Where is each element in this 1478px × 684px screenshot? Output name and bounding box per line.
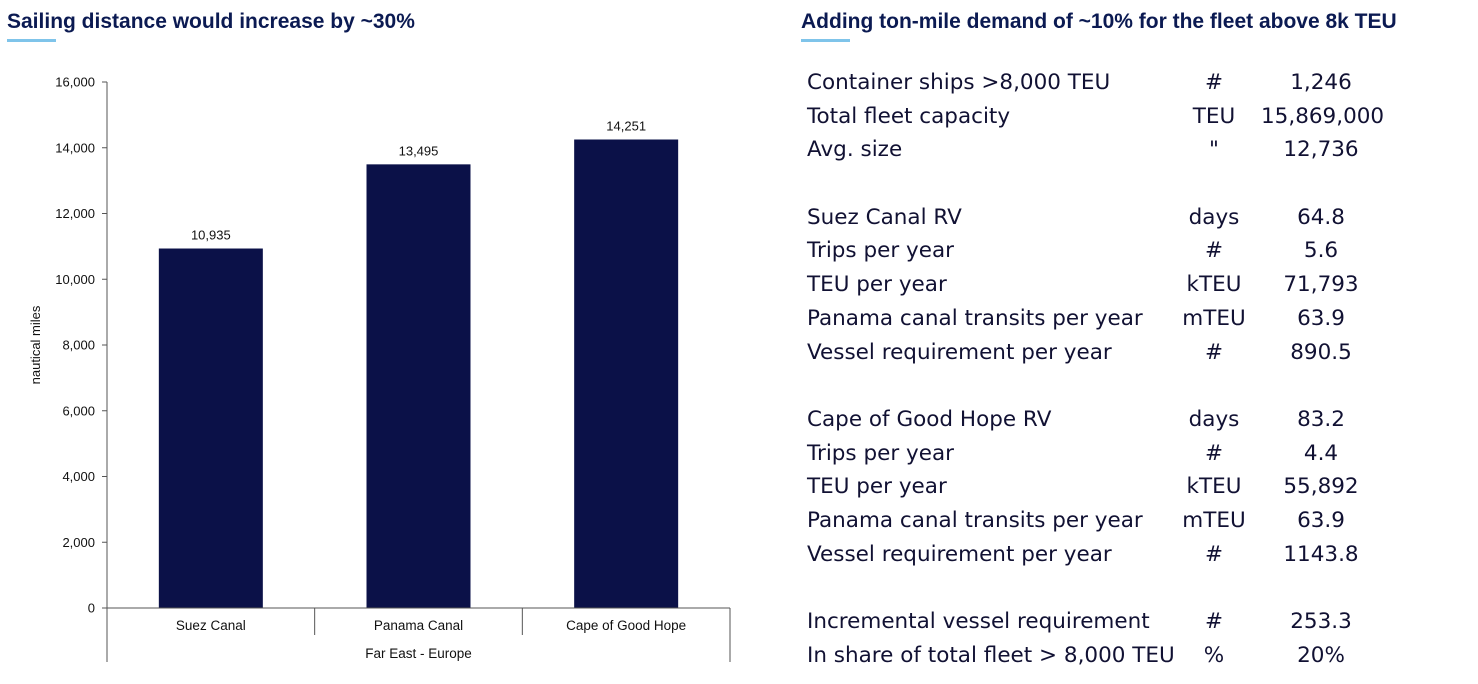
row-label: Trips per year	[807, 238, 954, 264]
row-unit: TEU	[1192, 103, 1236, 129]
y-tick-label: 12,000	[55, 206, 95, 221]
table-row: Avg. size " 12,736	[807, 133, 1427, 167]
x-category-label: Suez Canal	[176, 618, 246, 633]
table-row: Panama canal transits per year mTEU 63.9	[807, 302, 1427, 336]
bar-panama-canal	[366, 164, 471, 608]
chart-title: Sailing distance would increase by ~30%	[7, 10, 415, 33]
table-title: Adding ton-mile demand of ~10% for the f…	[801, 10, 1397, 33]
row-unit: days	[1188, 406, 1240, 432]
row-value: 63.9	[1297, 507, 1345, 533]
row-unit: kTEU	[1186, 272, 1242, 298]
table-row: Vessel requirement per year #1143.8	[807, 538, 1427, 572]
row-value: 4.4	[1303, 440, 1339, 466]
row-unit: #	[1204, 609, 1223, 634]
y-tick-label: 6,000	[62, 403, 95, 418]
row-label: Trips per year	[807, 440, 954, 466]
group-spacer	[807, 369, 1427, 403]
row-value: 890.5	[1290, 339, 1352, 365]
row-label: Incremental vessel requirement	[807, 609, 1150, 634]
table-row: Total fleet capacity TEU 15,869,000	[807, 100, 1427, 134]
chart-title-accent	[7, 39, 56, 42]
row-unit: %	[1203, 642, 1225, 668]
table-row: TEU per year kTEU 55,892	[807, 470, 1427, 504]
x-group-label: Far East - Europe	[365, 646, 472, 661]
table-row: Trips per year #4.4	[807, 437, 1427, 471]
row-unit: #	[1204, 339, 1223, 365]
table-title-accent	[801, 39, 850, 42]
group-spacer	[807, 571, 1427, 605]
row-label: Container ships >8,000 TEU	[807, 70, 1111, 95]
table-row: Panama canal transits per year mTEU 63.9	[807, 504, 1427, 538]
row-unit: days	[1188, 204, 1240, 230]
row-label: Vessel requirement per year	[807, 339, 1112, 365]
row-unit: #	[1204, 440, 1223, 466]
row-label: TEU per year	[807, 474, 947, 500]
table-row: Container ships >8,000 TEU #1,246	[807, 66, 1427, 100]
table-row: Cape of Good Hope RV days 83.2	[807, 403, 1427, 437]
table-row: Incremental vessel requirement #253.3	[807, 605, 1427, 639]
row-unit: kTEU	[1186, 474, 1242, 500]
row-unit: mTEU	[1182, 305, 1246, 331]
row-label: Vessel requirement per year	[807, 541, 1112, 567]
row-label: In share of total fleet > 8,000 TEU	[807, 642, 1175, 668]
bar-chart: 0 2,000 4,000 6,000 8,000 10,000 12,000 14,000 1…	[28, 75, 731, 662]
row-unit: #	[1204, 541, 1223, 567]
x-category-label: Cape of Good Hope	[566, 618, 686, 633]
row-unit: #	[1204, 238, 1223, 264]
row-value: 12,736	[1283, 137, 1359, 163]
table-row: TEU per year kTEU 71,793	[807, 268, 1427, 302]
table-row: In share of total fleet > 8,000 TEU% 20%	[807, 639, 1427, 673]
table-row: Vessel requirement per year #890.5	[807, 336, 1427, 370]
table-row: Suez Canal RV days 64.8	[807, 201, 1427, 235]
row-value: 1143.8	[1283, 541, 1359, 567]
bar-suez-canal	[158, 248, 263, 608]
row-value: 55,892	[1283, 474, 1359, 500]
y-tick-label: 4,000	[62, 469, 95, 484]
y-tick-label: 8,000	[62, 338, 95, 353]
y-tick-label: 16,000	[55, 75, 95, 90]
data-label: 13,495	[399, 143, 439, 158]
row-unit: "	[1209, 137, 1219, 163]
data-label: 14,251	[606, 118, 646, 133]
row-label: Cape of Good Hope RV	[807, 406, 1052, 432]
y-tick-label: 2,000	[62, 535, 95, 550]
row-unit: mTEU	[1182, 507, 1246, 533]
table-row: Trips per year #5.6	[807, 234, 1427, 268]
row-label: Avg. size	[807, 137, 903, 163]
row-value: 15,869,000	[1261, 103, 1385, 129]
x-category-label: Panama Canal	[374, 618, 463, 633]
row-value: 83.2	[1297, 406, 1345, 432]
row-value: 253.3	[1290, 609, 1352, 634]
row-label: Total fleet capacity	[807, 103, 1011, 129]
row-value: 63.9	[1297, 305, 1345, 331]
row-value: 71,793	[1283, 272, 1359, 298]
y-tick-label: 0	[88, 601, 95, 616]
row-label: Suez Canal RV	[807, 204, 962, 230]
row-value: 20%	[1297, 642, 1345, 668]
row-label: Panama canal transits per year	[807, 305, 1143, 331]
row-value: 5.6	[1303, 238, 1339, 264]
y-tick-label: 14,000	[55, 140, 95, 155]
row-label: Panama canal transits per year	[807, 507, 1143, 533]
group-spacer	[807, 167, 1427, 201]
row-value: 1,246	[1290, 70, 1352, 95]
row-unit: #	[1204, 70, 1223, 95]
bar-cape-of-good-hope	[574, 139, 679, 608]
y-tick-label: 10,000	[55, 272, 95, 287]
y-axis-label: nautical miles	[28, 305, 43, 384]
row-label: TEU per year	[807, 272, 947, 298]
data-label: 10,935	[191, 228, 231, 243]
row-value: 64.8	[1297, 204, 1345, 230]
fleet-stats-table: Container ships >8,000 TEU #1,246 Total fl…	[807, 66, 1427, 672]
